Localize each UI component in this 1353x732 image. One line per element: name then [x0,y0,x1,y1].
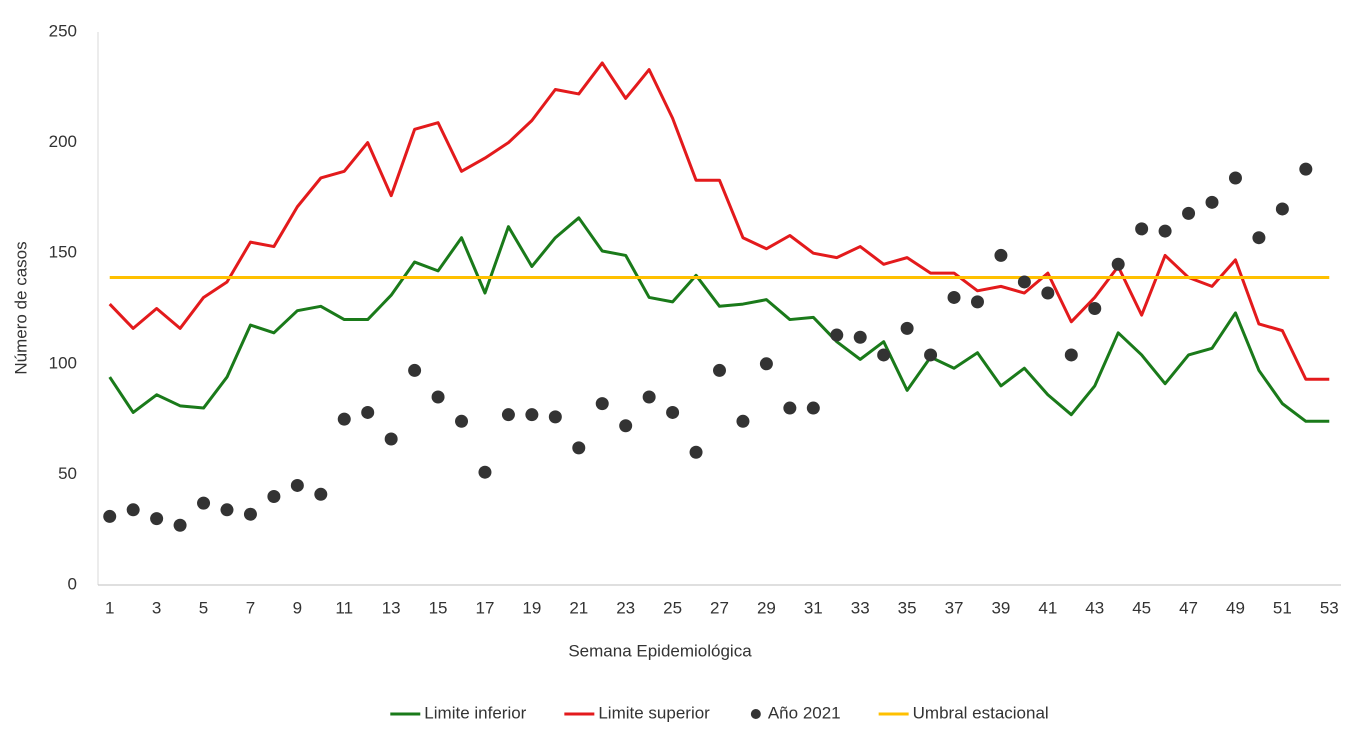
x-tick-label: 47 [1179,598,1198,617]
x-tick-label: 39 [991,598,1010,617]
data-point [220,503,234,517]
y-tick-label: 100 [49,353,77,372]
data-point [1252,231,1266,245]
y-tick-label: 250 [49,21,77,40]
data-point [1041,286,1055,300]
data-point [783,401,797,415]
data-point [970,295,984,309]
legend-label: Umbral estacional [913,703,1049,722]
data-point [806,401,820,415]
data-point [877,348,891,362]
y-tick-label: 200 [49,132,77,151]
x-tick-label: 37 [945,598,964,617]
x-tick-label: 33 [851,598,870,617]
data-point [314,487,328,501]
data-point [501,408,515,422]
data-point [830,328,844,342]
data-point [150,512,164,526]
data-point [1275,202,1289,216]
series-line [108,216,1330,423]
x-tick-label: 17 [476,598,495,617]
x-tick-label: 49 [1226,598,1245,617]
data-point [337,412,351,426]
y-tick-label: 0 [68,574,77,593]
data-point [759,357,773,371]
legend-label: Limite superior [598,703,710,722]
y-tick-label: 50 [58,464,77,483]
data-point [1299,162,1313,176]
data-point [1205,195,1219,209]
data-point [408,363,422,377]
x-tick-label: 21 [569,598,588,617]
data-point [595,397,609,411]
data-point [994,248,1008,262]
data-point [1158,224,1172,238]
data-point [1088,302,1102,315]
x-tick-label: 3 [152,598,161,617]
data-point [431,390,445,404]
data-point [243,507,257,521]
x-tick-label: 45 [1132,598,1151,617]
data-point [1182,206,1196,220]
x-tick-label: 29 [757,598,776,617]
data-point [713,363,726,377]
y-axis-title: Número de casos [11,241,30,374]
data-point [1017,275,1031,289]
x-tick-label: 25 [663,598,682,617]
x-tick-label: 15 [429,598,448,617]
x-tick-label: 1 [105,598,114,617]
data-point [173,518,187,532]
x-tick-label: 35 [898,598,917,617]
data-point [1111,257,1125,271]
data-point [455,414,469,428]
data-point [290,478,304,492]
legend-label: Año 2021 [768,703,841,722]
x-axis-title: Semana Epidemiológica [568,641,752,660]
y-tick-label: 150 [49,243,77,262]
x-tick-label: 19 [522,598,541,617]
series-line [108,61,1330,381]
data-point [666,405,680,419]
x-tick-label: 53 [1320,598,1339,617]
data-point [642,390,656,404]
x-tick-label: 51 [1273,598,1292,617]
legend-label: Limite inferior [424,703,526,722]
data-point [619,419,633,433]
data-point [525,408,539,422]
data-point [947,290,961,304]
x-tick-label: 43 [1085,598,1104,617]
x-tick-label: 31 [804,598,823,617]
x-tick-label: 23 [616,598,635,617]
data-point [572,441,586,455]
data-point [478,465,492,479]
data-point [1064,348,1078,362]
x-tick-label: 27 [710,598,729,617]
x-tick-label: 7 [246,598,255,617]
data-point [548,410,562,424]
x-tick-label: 5 [199,598,208,617]
data-point [267,490,281,504]
data-point [197,496,211,510]
data-point [1228,171,1242,185]
data-point [924,348,938,362]
data-point [900,321,914,335]
x-tick-label: 41 [1038,598,1057,617]
data-point [689,445,703,459]
x-tick-label: 9 [293,598,302,617]
data-point [103,509,117,523]
data-point [384,432,398,446]
x-tick-label: 13 [382,598,401,617]
x-tick-label: 11 [335,598,353,617]
data-point [126,503,140,517]
legend-swatch [750,709,761,719]
data-point [853,330,867,344]
data-point [736,414,750,428]
data-point [361,405,375,419]
data-point [1135,222,1149,236]
